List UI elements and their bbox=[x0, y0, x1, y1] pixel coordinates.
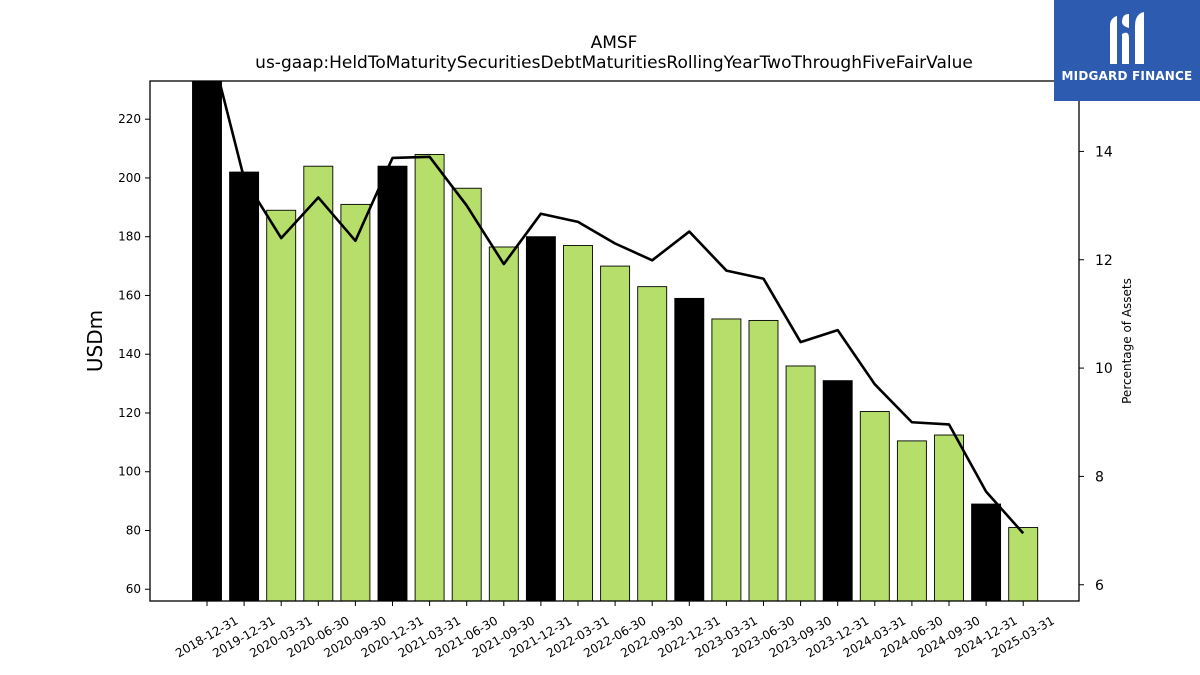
y-tick-label-220: 220 bbox=[118, 112, 141, 126]
bar-2018-12-31 bbox=[192, 81, 222, 601]
bar-2020-12-31 bbox=[377, 165, 408, 601]
bar-2020-09-30 bbox=[340, 203, 371, 601]
y2-tick-label-10: 10 bbox=[1095, 361, 1113, 377]
plot-frame bbox=[149, 80, 1080, 602]
bar-2022-09-30 bbox=[637, 286, 668, 601]
y2-axis-label: Percentage of Assets bbox=[1120, 278, 1134, 404]
y-tick-label-200: 200 bbox=[118, 171, 141, 185]
bar-2021-09-30 bbox=[488, 246, 519, 601]
bar-2021-03-31 bbox=[414, 153, 445, 601]
bar-2020-03-31 bbox=[266, 209, 297, 601]
bar-2023-03-31 bbox=[711, 318, 742, 601]
bar-2020-06-30 bbox=[303, 165, 334, 601]
y-tick-label-80: 80 bbox=[126, 523, 141, 537]
bar-2024-09-30 bbox=[934, 434, 964, 601]
bar-2019-12-31 bbox=[229, 171, 260, 601]
y-tick-label-120: 120 bbox=[118, 406, 141, 420]
midgard-logo-icon bbox=[1110, 12, 1144, 64]
bar-2022-06-30 bbox=[600, 265, 631, 601]
y2-tick-label-12: 12 bbox=[1095, 253, 1113, 269]
brand-name: MIDGARD FINANCE bbox=[1061, 69, 1193, 83]
percentage-line bbox=[218, 81, 1025, 535]
bar-2021-12-31 bbox=[525, 236, 556, 601]
y-axis-left: 60 80 100 120 140 160 180 200 220 bbox=[118, 112, 150, 596]
line-group bbox=[218, 81, 1025, 535]
y-axis-right: 6 8 10 12 14 bbox=[1079, 144, 1113, 594]
x-axis: 2018-12-312019-12-312020-03-312020-06-30… bbox=[173, 601, 1057, 660]
bar-2023-06-30 bbox=[748, 319, 779, 601]
bar-2023-12-31 bbox=[822, 380, 853, 601]
y-tick-label-140: 140 bbox=[118, 347, 141, 361]
y-tick-label-180: 180 bbox=[118, 230, 141, 244]
y-tick-label-100: 100 bbox=[118, 465, 141, 479]
chart-subtitle: us-gaap:HeldToMaturitySecuritiesDebtMatu… bbox=[255, 53, 973, 73]
y-tick-label-160: 160 bbox=[118, 288, 141, 302]
y-tick-label-60: 60 bbox=[126, 582, 141, 596]
bar-2025-03-31 bbox=[1008, 527, 1039, 601]
y2-tick-label-6: 6 bbox=[1095, 578, 1104, 594]
chart-title: AMSF bbox=[591, 33, 638, 53]
bar-2023-09-30 bbox=[785, 365, 816, 601]
y-axis-label: USDm bbox=[83, 310, 107, 372]
y2-tick-label-8: 8 bbox=[1095, 469, 1104, 485]
bar-2024-03-31 bbox=[859, 411, 890, 601]
bar-2022-03-31 bbox=[563, 245, 593, 601]
bar-2024-12-31 bbox=[971, 503, 1002, 601]
bar-2022-12-31 bbox=[674, 297, 705, 601]
bars-group bbox=[192, 81, 1039, 601]
brand-logo: MIDGARD FINANCE bbox=[1054, 0, 1200, 101]
bar-2021-06-30 bbox=[451, 187, 482, 601]
bar-2024-06-30 bbox=[896, 440, 927, 601]
y2-tick-label-14: 14 bbox=[1095, 144, 1113, 160]
